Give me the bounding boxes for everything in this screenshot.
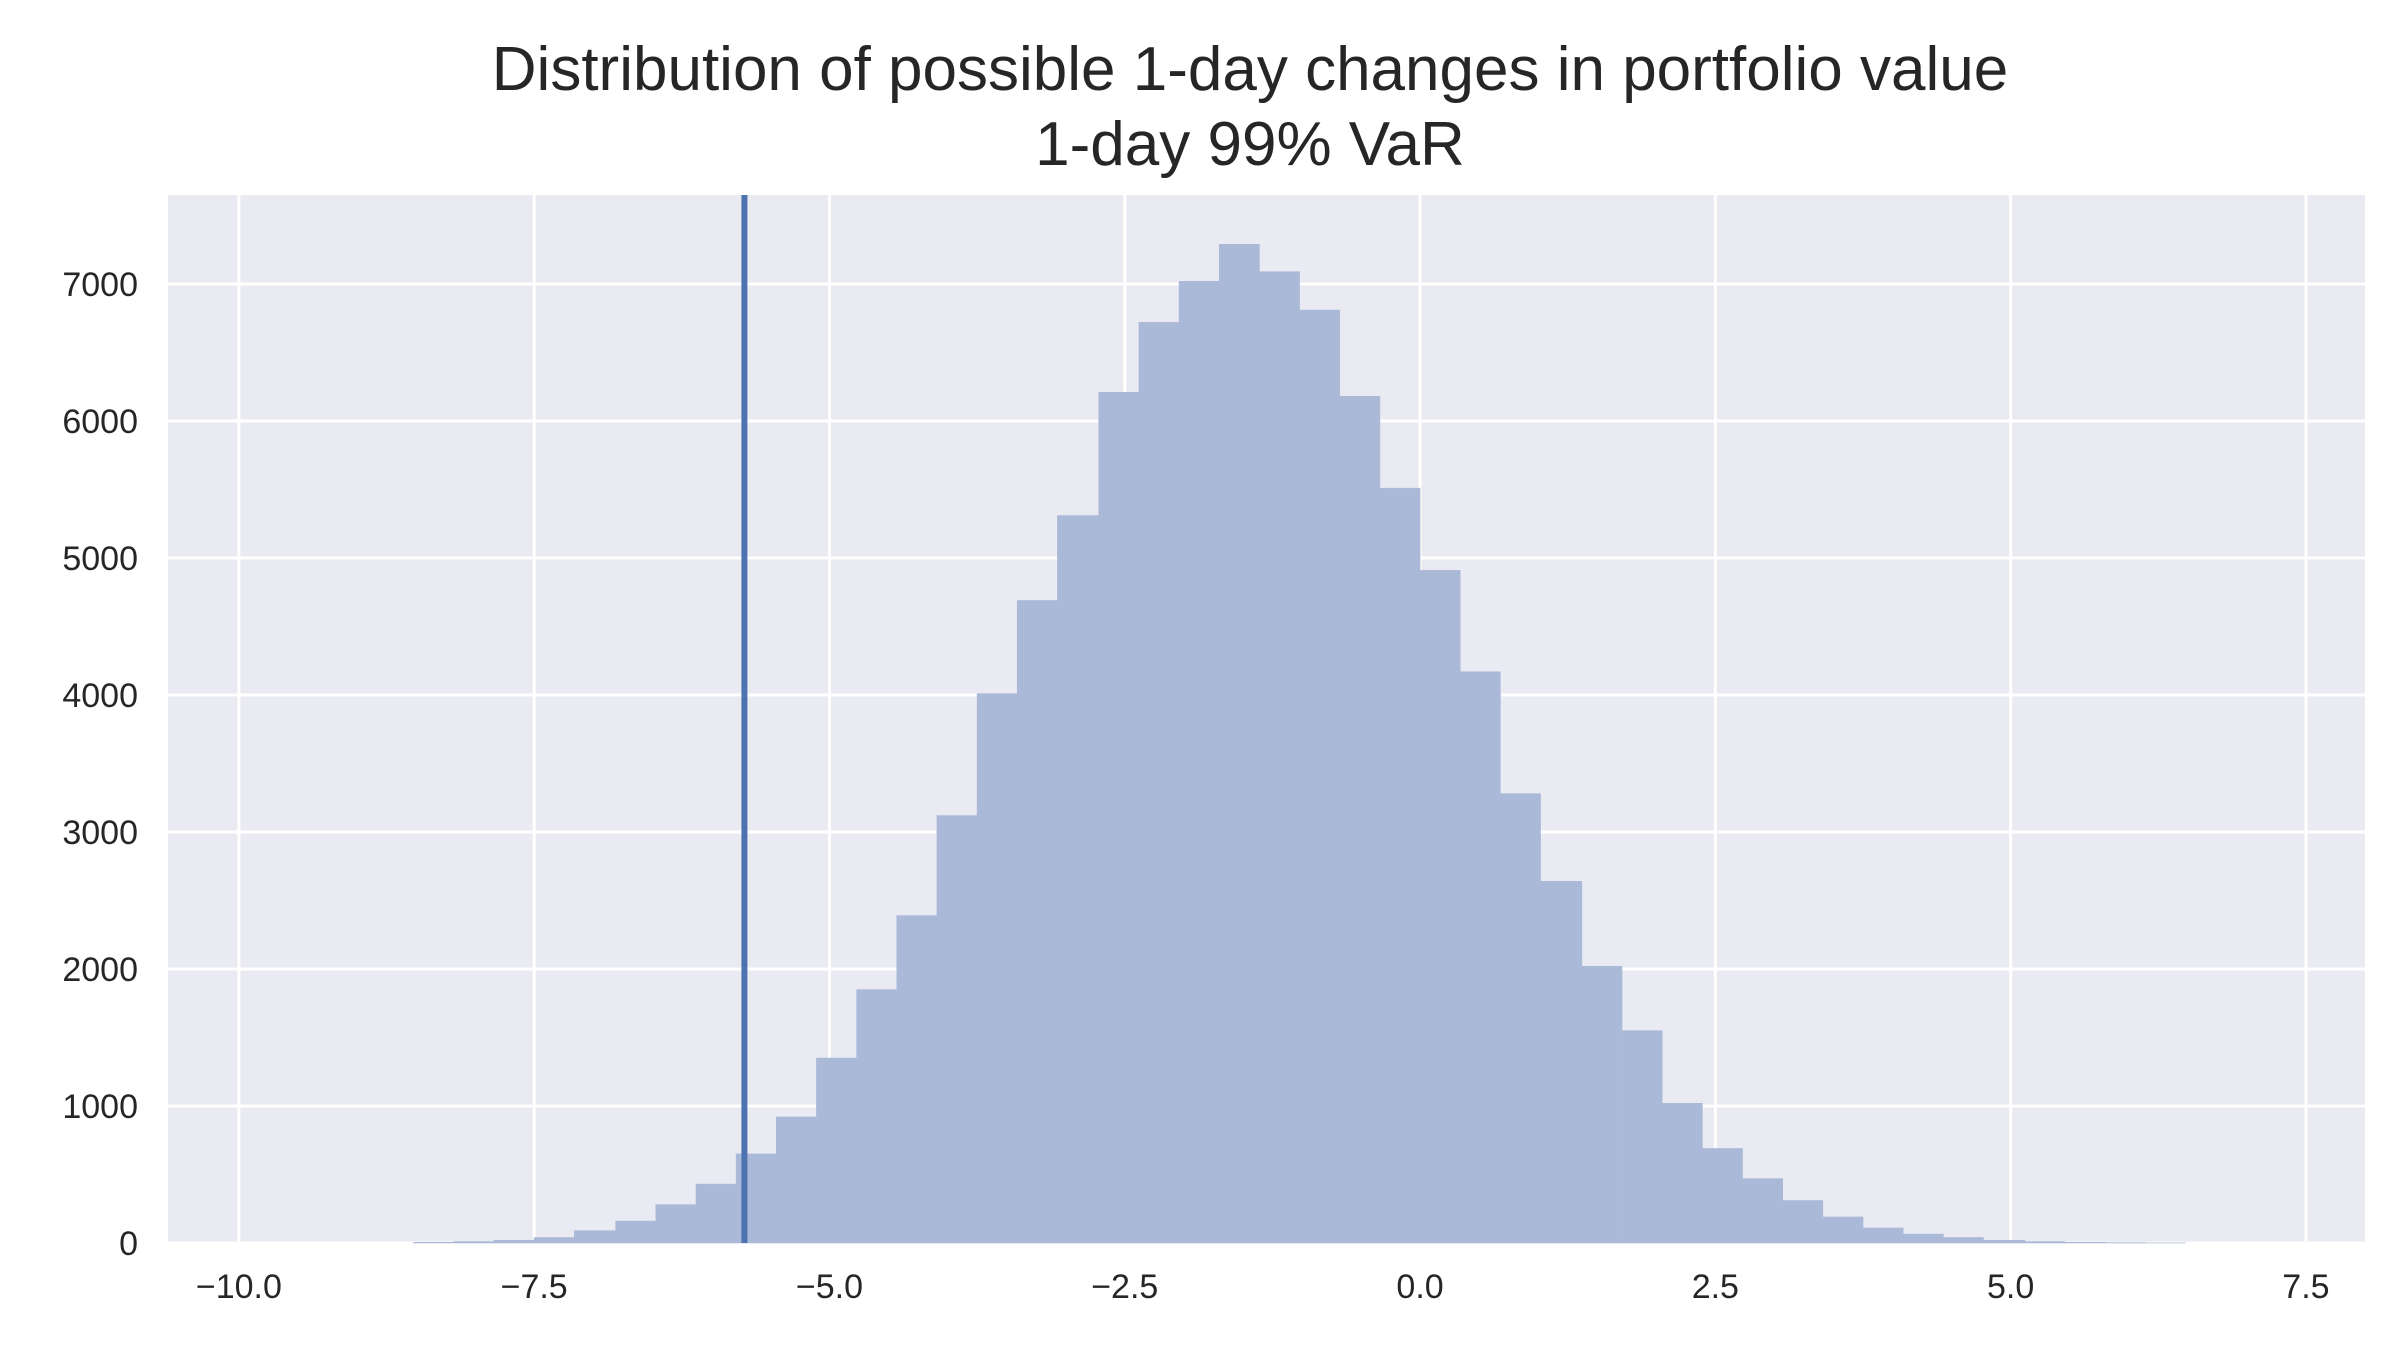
histogram-bar	[1500, 793, 1541, 1244]
y-tick-label: 5000	[62, 540, 138, 578]
x-tick-label: 0.0	[1396, 1268, 1443, 1306]
histogram-bar	[493, 1239, 535, 1244]
histogram-bar	[896, 915, 938, 1244]
histogram-bar	[1419, 570, 1461, 1244]
histogram-bar	[1702, 1148, 1743, 1244]
histogram-bar	[816, 1057, 857, 1244]
histogram-bar	[1379, 487, 1421, 1244]
histogram-bar	[1057, 515, 1100, 1244]
histogram-bar	[1098, 391, 1140, 1244]
histogram-bar	[1339, 396, 1381, 1244]
histogram-bar	[1782, 1200, 1824, 1244]
histogram-bar	[1822, 1216, 1864, 1244]
histogram-bar	[1742, 1178, 1783, 1244]
histogram-bar	[1178, 281, 1220, 1244]
histogram-bar	[2024, 1241, 2066, 1244]
x-tick-label: −2.5	[1091, 1268, 1158, 1306]
x-axis-tick-labels: −10.0 −7.5 −5.0 −2.5 0.0 2.5 5.0 7.5	[196, 1268, 2330, 1306]
histogram-bar	[1581, 965, 1623, 1244]
histogram-bar	[1218, 244, 1260, 1244]
y-tick-label: 2000	[62, 951, 138, 989]
histogram-bar	[1459, 671, 1501, 1244]
x-tick-label: 7.5	[2282, 1268, 2329, 1306]
histogram-bar	[615, 1220, 657, 1244]
histogram-bar	[533, 1237, 575, 1244]
histogram-bar	[936, 815, 978, 1244]
histogram-bar	[1138, 322, 1180, 1244]
x-tick-label: 2.5	[1692, 1268, 1739, 1306]
histogram-bar	[574, 1230, 616, 1244]
histogram-bars	[413, 244, 2186, 1244]
y-tick-label: 7000	[62, 266, 138, 304]
y-axis-tick-labels: 0 1000 2000 3000 4000 5000 6000 7000	[62, 266, 138, 1263]
histogram-bar	[413, 1242, 455, 1244]
histogram-bar	[2064, 1242, 2106, 1244]
x-tick-label: −5.0	[796, 1268, 863, 1306]
histogram-bar	[976, 693, 1018, 1244]
x-tick-label: 5.0	[1987, 1268, 2034, 1306]
y-tick-label: 1000	[62, 1088, 138, 1126]
histogram-bar	[1621, 1030, 1663, 1244]
histogram-bar	[1943, 1237, 1984, 1244]
chart-title-line-1: Distribution of possible 1-day changes i…	[492, 35, 2008, 104]
y-tick-label: 3000	[62, 814, 138, 852]
histogram-bar	[1661, 1102, 1703, 1244]
histogram-bar	[1540, 881, 1583, 1244]
chart-title-line-2: 1-day 99% VaR	[1035, 110, 1465, 179]
y-tick-label: 6000	[62, 403, 138, 441]
x-tick-label: −7.5	[501, 1268, 568, 1306]
histogram-bar	[695, 1183, 737, 1244]
histogram-bar	[1902, 1233, 1944, 1244]
histogram-bar	[1299, 309, 1341, 1244]
histogram-bar	[856, 989, 898, 1244]
histogram-bar	[1016, 600, 1058, 1244]
histogram-bar	[1259, 271, 1300, 1244]
y-tick-label: 4000	[62, 677, 138, 715]
x-tick-label: −10.0	[196, 1268, 282, 1306]
histogram-bar	[1862, 1227, 1904, 1244]
histogram-bar	[1983, 1239, 2026, 1244]
y-tick-label: 0	[119, 1225, 138, 1263]
histogram-bar	[776, 1116, 817, 1244]
histogram-bar	[655, 1204, 697, 1244]
histogram-bar	[453, 1241, 495, 1244]
